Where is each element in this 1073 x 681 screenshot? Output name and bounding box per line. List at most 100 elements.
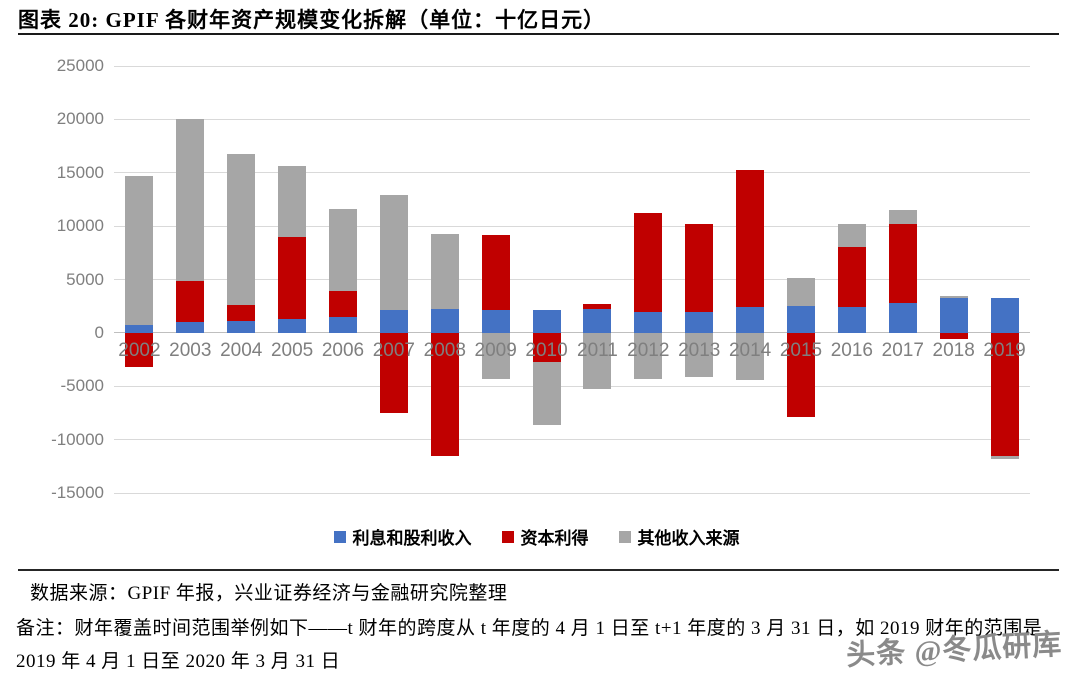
legend-swatch-gray: [618, 530, 631, 543]
x-axis-tick-label: 2012: [627, 339, 670, 361]
x-axis-tick-label: 2018: [932, 339, 975, 361]
zero-axis-line: [114, 332, 1030, 334]
legend-item-other-income: 其他收入来源: [618, 524, 740, 549]
bar-segment: [736, 169, 765, 308]
x-axis-tick-label: 2016: [830, 339, 874, 361]
chart-legend: 利息和股利收入 资本利得 其他收入来源: [0, 524, 1073, 549]
gridline: [114, 172, 1030, 174]
x-axis-tick-label: 2007: [372, 339, 416, 361]
y-axis-tick-label: 0: [94, 322, 104, 342]
bar-segment: [939, 297, 968, 333]
x-axis-tick-label: 2011: [577, 339, 618, 361]
legend-swatch-red: [501, 530, 514, 543]
legend-label: 其他收入来源: [637, 529, 740, 548]
bar-segment: [685, 311, 714, 333]
x-axis-tick-label: 2013: [678, 339, 721, 361]
bar-segment: [685, 332, 714, 377]
x-axis-tick-label: 2009: [474, 339, 517, 361]
y-axis-tick-label: 25000: [56, 56, 104, 75]
bar-segment: [736, 332, 765, 380]
x-axis-tick-label: 2005: [270, 339, 314, 361]
x-axis-tick-label: 2017: [881, 339, 924, 361]
x-axis-tick-label: 2019: [983, 339, 1026, 361]
bar-segment: [329, 209, 357, 292]
bar-segment: [583, 309, 612, 333]
x-axis-tick-label: 2008: [423, 339, 466, 361]
plot-area: 2002 2003 2004 2005 2006 2007 2008 2009 2010 2011…: [114, 65, 1030, 494]
bar-segment: [430, 233, 459, 310]
bar-segment: [685, 223, 714, 312]
bar-segment: [329, 291, 357, 317]
footer-divider: [18, 569, 1059, 571]
bar-segment: [787, 278, 815, 307]
y-axis-tick-label: -15000: [51, 483, 104, 502]
bar-segment: [736, 307, 765, 333]
bar-segment: [888, 223, 917, 303]
y-axis-tick-label: 5000: [66, 269, 104, 289]
bar-segment: [379, 332, 408, 413]
bar-segment: [888, 302, 917, 333]
bar-segment: [532, 310, 561, 333]
bar-segment: [227, 321, 256, 333]
bar-segment: [176, 119, 205, 281]
bar-segment: [939, 332, 968, 340]
bar-segment: [532, 361, 561, 425]
legend-label: 资本利得: [520, 529, 589, 548]
bar-segment: [176, 280, 205, 323]
bar-segment: [583, 332, 612, 390]
bar-segment: [481, 234, 510, 311]
bar-segment: [939, 295, 968, 298]
bar-segment: [837, 223, 866, 248]
gridline: [114, 279, 1030, 280]
bar-segment: [990, 332, 1019, 456]
bar-segment: [634, 311, 663, 333]
bar-segment: [481, 332, 510, 379]
bar-segment: [227, 305, 256, 322]
bar-segment: [787, 332, 815, 418]
bar-segment: [125, 332, 154, 368]
bar-segment: [583, 304, 612, 310]
title-divider: [18, 33, 1059, 35]
y-axis-tick-label: -5000: [60, 376, 104, 396]
bar-segment: [329, 316, 357, 333]
bar-segment: [125, 175, 154, 326]
note-line: 备注：财年覆盖时间范围举例如下——t 财年的跨度从 t 年度的 4 月 1 日至…: [16, 618, 1043, 672]
x-axis-tick-label: 2003: [169, 339, 212, 361]
y-axis-tick-label: 10000: [56, 216, 104, 236]
y-axis-tick-label: 20000: [56, 109, 104, 129]
gridline: [114, 492, 1030, 494]
bar-segment: [787, 306, 815, 333]
gridline: [114, 439, 1030, 441]
gridline: [114, 118, 1030, 120]
gridline: [114, 385, 1030, 387]
bar-segment: [990, 297, 1019, 333]
bar-segment: [278, 236, 307, 319]
gridline: [114, 225, 1030, 227]
stacked-bar-chart: 25000 20000 15000 10000 5000 0 -5000 -10000 -150…: [0, 44, 1073, 564]
bar-segment: [634, 213, 663, 312]
legend-swatch-blue: [333, 530, 346, 543]
bar-segment: [990, 455, 1019, 459]
figure-title: 图表 20: GPIF 各财年资产规模变化拆解（单位：十亿日元）: [18, 8, 606, 32]
x-axis-tick-label: 2004: [220, 339, 263, 361]
x-axis-tick-label: 2015: [779, 339, 823, 361]
legend-item-capital-gains: 资本利得: [501, 524, 589, 549]
legend-item-interest-dividend: 利息和股利收入: [333, 524, 472, 549]
bar-segment: [278, 166, 307, 237]
bar-segment: [430, 332, 459, 456]
bar-segment: [532, 332, 561, 362]
x-axis-tick-label: 2010: [525, 339, 568, 361]
bar-segment: [379, 310, 408, 333]
data-source-line: 数据来源：GPIF 年报，兴业证券经济与金融研究院整理: [30, 583, 508, 604]
y-axis-tick-label: -10000: [51, 429, 104, 449]
bar-segment: [430, 309, 459, 333]
y-axis: 25000 20000 15000 10000 5000 0 -5000 -10000 -150…: [0, 56, 104, 502]
bar-segment: [888, 210, 917, 224]
gridline: [114, 65, 1030, 67]
x-axis-tick-label: 2014: [728, 339, 772, 361]
bar-segment: [176, 322, 205, 333]
x-axis-tick-label: 2002: [118, 339, 161, 361]
y-axis-tick-label: 15000: [56, 162, 104, 182]
bar-segment: [481, 310, 510, 333]
